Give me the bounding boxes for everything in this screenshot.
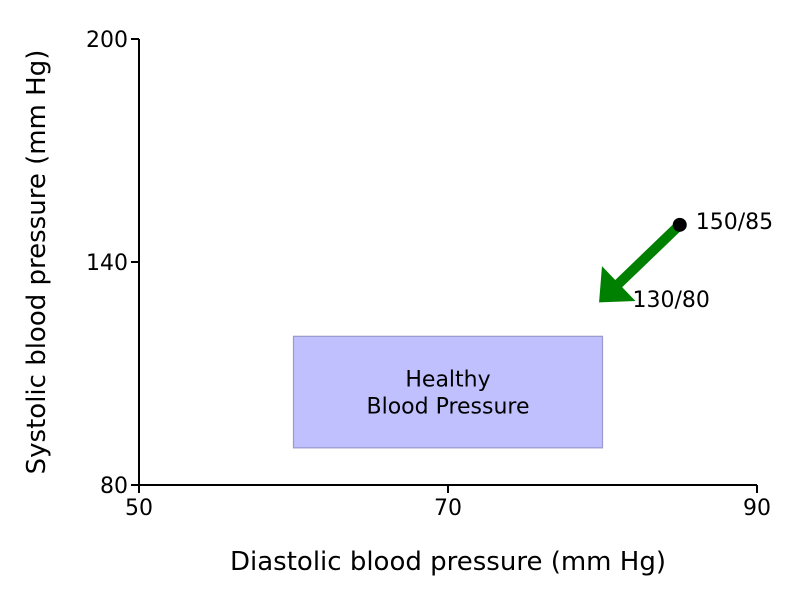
y-tick-label: 80 [100,474,128,499]
healthy-region [292,335,604,449]
x-tick-label: 90 [743,496,771,521]
healthy-region-label-line: Blood Pressure [366,395,529,420]
target-label: 130/80 [633,288,710,313]
x-tick-label: 70 [434,496,462,521]
y-axis-label: Systolic blood pressure (mm Hg) [22,50,52,475]
x-axis-label: Diastolic blood pressure (mm Hg) [230,547,666,577]
y-tick-label: 200 [86,28,128,53]
reading-point-label: 150/85 [696,210,773,235]
y-tick-label: 140 [86,251,128,276]
marks-layer: 130/80 150/85 [599,210,773,313]
change-arrow [599,220,684,303]
ticks-layer: 50 70 90 80 140 200 [86,28,771,521]
x-tick-label: 50 [125,496,153,521]
healthy-region-label-line: Healthy [405,368,490,393]
reading-point [672,217,687,232]
